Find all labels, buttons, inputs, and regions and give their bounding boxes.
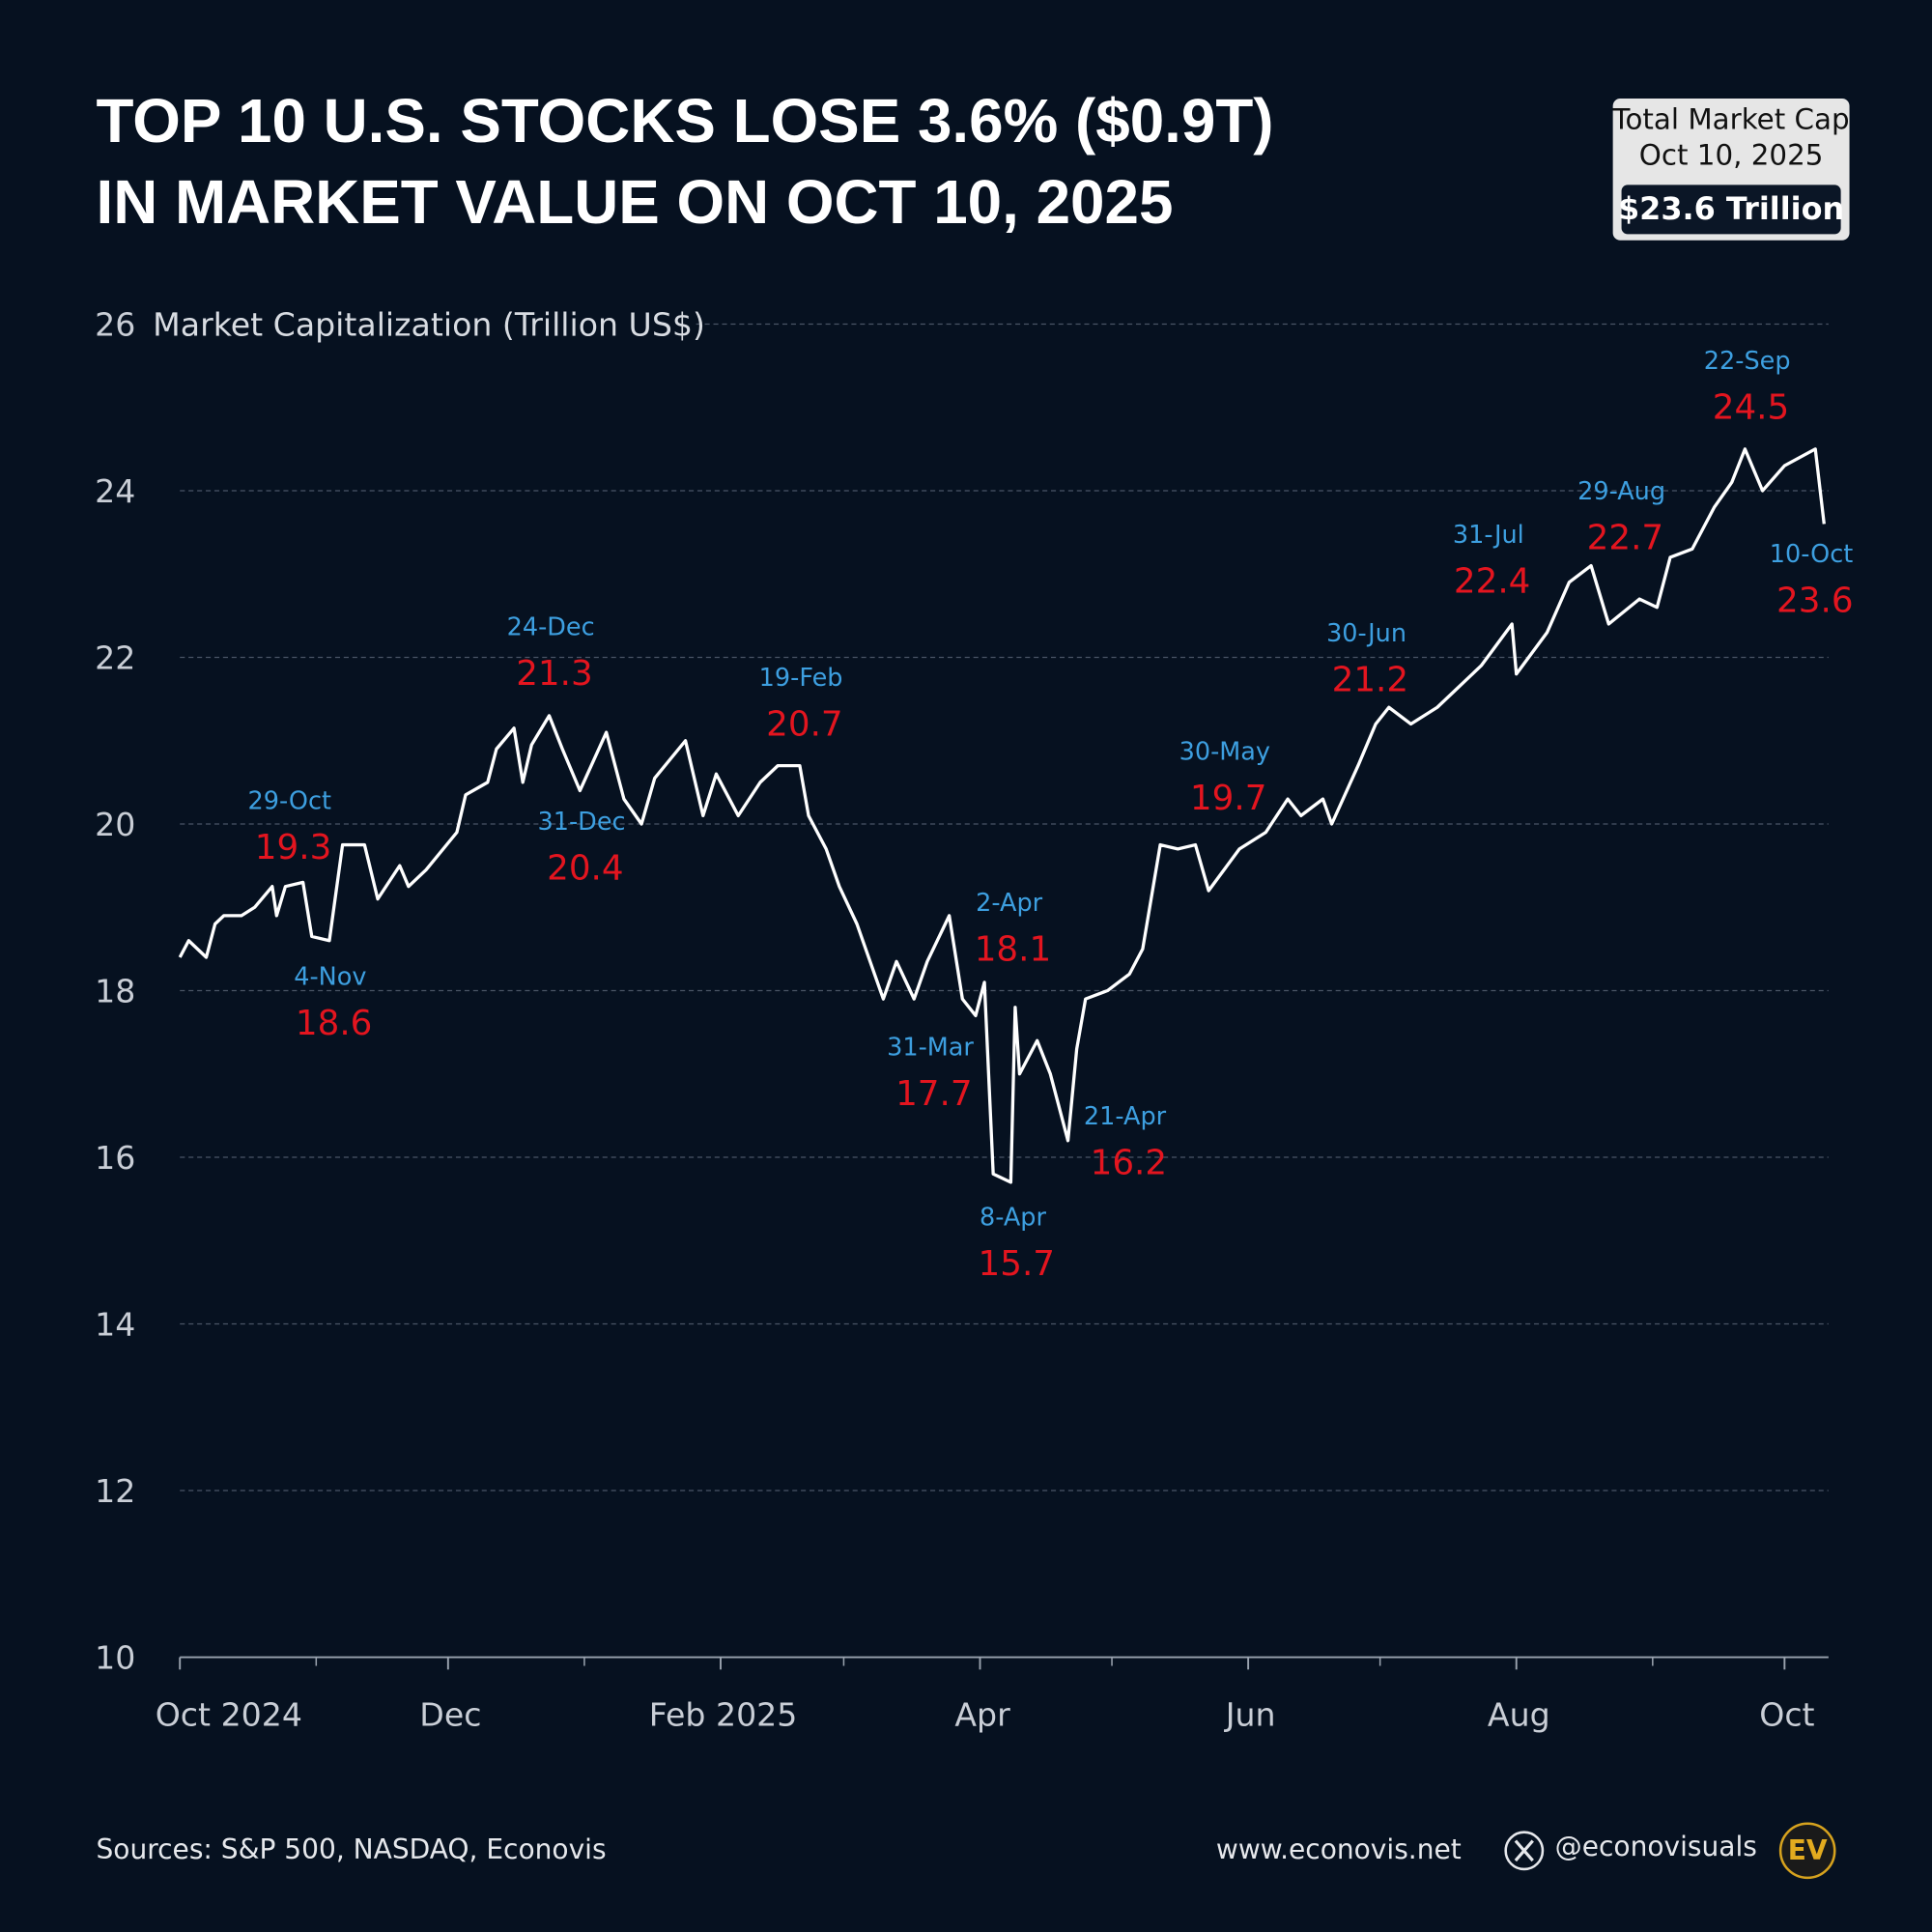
- y-tick-label: 18: [95, 973, 135, 1010]
- y-tick-label: 10: [95, 1639, 135, 1677]
- annotation-date: 8-Apr: [980, 1203, 1046, 1232]
- x-tick-label: Dec: [419, 1695, 481, 1733]
- y-tick-label: 14: [95, 1306, 135, 1344]
- line-series: [178, 447, 1826, 1184]
- handle[interactable]: @econovisuals: [1555, 1831, 1757, 1862]
- annotation-value: 19.3: [255, 828, 331, 867]
- x-icon: [1504, 1831, 1545, 1871]
- info-box-title: Total Market Cap: [1612, 102, 1850, 135]
- annotation-value: 15.7: [979, 1244, 1056, 1284]
- annotation-value: 22.7: [1587, 519, 1664, 558]
- x-tick-label: Oct: [1759, 1695, 1814, 1733]
- annotation-date: 31-Dec: [538, 808, 626, 837]
- annotation-value: 19.7: [1190, 779, 1266, 818]
- annotation-value: 21.3: [516, 654, 593, 694]
- annotation-value: 16.2: [1091, 1143, 1168, 1182]
- annotation-value: 20.4: [547, 849, 624, 889]
- annotation-date: 2-Apr: [976, 889, 1042, 918]
- annotation-value: 18.6: [296, 1004, 373, 1043]
- annotation-date: 31-Jul: [1453, 521, 1524, 550]
- y-tick-label: 16: [95, 1139, 135, 1177]
- annotation-date: 19-Feb: [759, 664, 843, 693]
- y-tick-label: 20: [95, 806, 135, 843]
- annotation-date: 24-Dec: [507, 613, 595, 642]
- info-box-value: $23.6 Trillion: [1618, 190, 1844, 227]
- annotation-date: 29-Aug: [1577, 477, 1665, 506]
- annotation-value: 17.7: [895, 1074, 973, 1114]
- source: Sources: S&P 500, NASDAQ, Econovis: [96, 1833, 606, 1865]
- info-box-value-bg: [1621, 185, 1841, 235]
- annotation-value: 24.5: [1713, 387, 1790, 427]
- x-tick-label: Apr: [954, 1695, 1010, 1733]
- logo-circle: [1778, 1822, 1836, 1880]
- logo: EV: [1788, 1834, 1828, 1866]
- y-axis-title: Market Capitalization (Trillion US$): [153, 306, 705, 344]
- y-tick-label: 22: [95, 639, 135, 677]
- annotation-date: 29-Oct: [248, 786, 331, 815]
- y-tick-label: 24: [95, 472, 135, 510]
- y-tick-label: 12: [95, 1472, 135, 1510]
- annotation-date: 30-Jun: [1326, 619, 1406, 648]
- x-icon-glyph: [1514, 1839, 1534, 1862]
- info-box-date: Oct 10, 2025: [1639, 138, 1824, 171]
- x-tick-label: Oct 2024: [156, 1695, 302, 1733]
- chart-title: TOP 10 U.S. STOCKS LOSE 3.6% ($0.9T): [96, 86, 1273, 156]
- annotation-value: 22.4: [1454, 561, 1531, 601]
- annotation-date: 10-Oct: [1770, 540, 1853, 569]
- annotation-date: 30-May: [1179, 737, 1270, 766]
- annotation-value: 20.7: [766, 704, 843, 744]
- annotation-value: 21.2: [1332, 660, 1409, 699]
- chart-title: IN MARKET VALUE ON OCT 10, 2025: [96, 167, 1173, 237]
- annotation-value: 18.1: [975, 930, 1052, 970]
- x-tick-label: Jun: [1224, 1695, 1276, 1733]
- annotation-date: 4-Nov: [294, 963, 366, 992]
- info-box: Total Market Cap Oct 10, 2025 $23.6 Tril…: [1612, 99, 1850, 241]
- annotation-value: 23.6: [1776, 582, 1854, 621]
- website[interactable]: www.econovis.net: [1216, 1833, 1462, 1865]
- annotation-date: 31-Mar: [887, 1033, 974, 1062]
- x-tick-label: Feb 2025: [649, 1695, 798, 1733]
- y-tick-label: 26: [95, 306, 135, 344]
- annotation-date: 21-Apr: [1084, 1102, 1167, 1131]
- x-tick-label: Aug: [1488, 1695, 1550, 1733]
- annotation-date: 22-Sep: [1704, 347, 1791, 376]
